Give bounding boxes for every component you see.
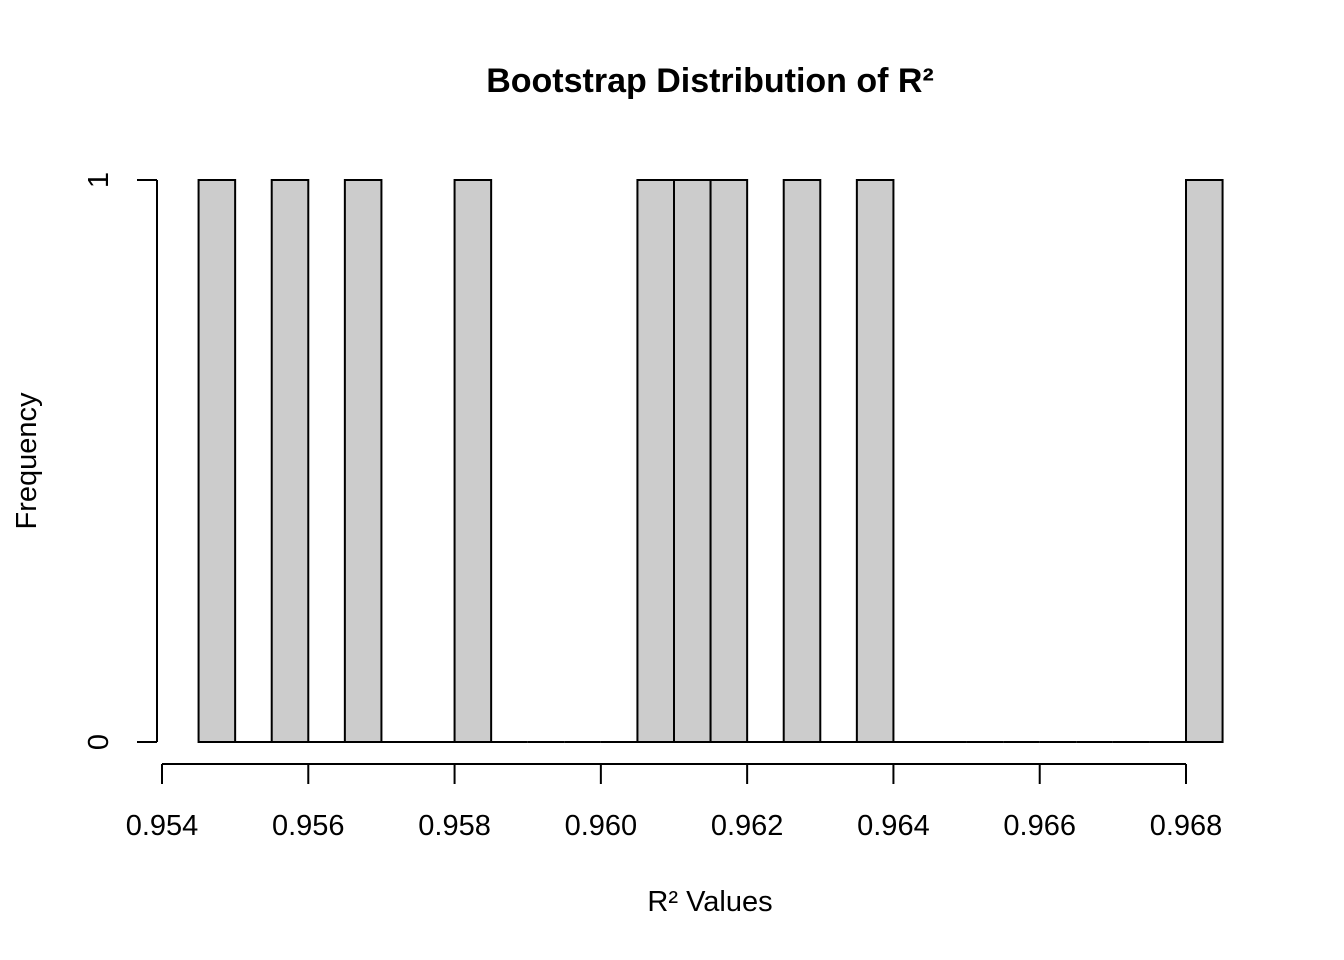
histogram-bar: [855, 179, 895, 743]
y-tick-label: 0: [83, 734, 115, 750]
histogram-bar: [1185, 179, 1224, 743]
x-tick-label: 0.956: [272, 810, 345, 842]
y-axis-label: Frequency: [11, 392, 43, 530]
y-axis: 01: [83, 172, 158, 750]
histogram-bar: [343, 179, 383, 743]
histogram-bar: [453, 179, 493, 743]
y-tick-label: 1: [83, 172, 115, 188]
x-tick-label: 0.960: [565, 810, 638, 842]
histogram-bar: [197, 179, 237, 743]
histogram-bar: [673, 179, 712, 743]
x-tick-label: 0.962: [711, 810, 784, 842]
x-axis-label: R² Values: [647, 886, 772, 918]
histogram-bar: [709, 179, 749, 743]
x-axis: 0.954 0.956 0.958 0.960 0.962 0.964 0.966 0.968: [126, 763, 1223, 842]
x-tick-label: 0.966: [1003, 810, 1076, 842]
chart-title: Bootstrap Distribution of R²: [486, 62, 934, 100]
x-tick-label: 0.958: [418, 810, 491, 842]
histogram-bar: [636, 179, 676, 743]
x-tick-label: 0.968: [1150, 810, 1223, 842]
x-tick-label: 0.964: [857, 810, 930, 842]
histogram-bar: [270, 179, 310, 743]
x-tick-label: 0.954: [126, 810, 199, 842]
histogram-bar: [782, 179, 822, 743]
histogram-bars: [197, 179, 1224, 743]
